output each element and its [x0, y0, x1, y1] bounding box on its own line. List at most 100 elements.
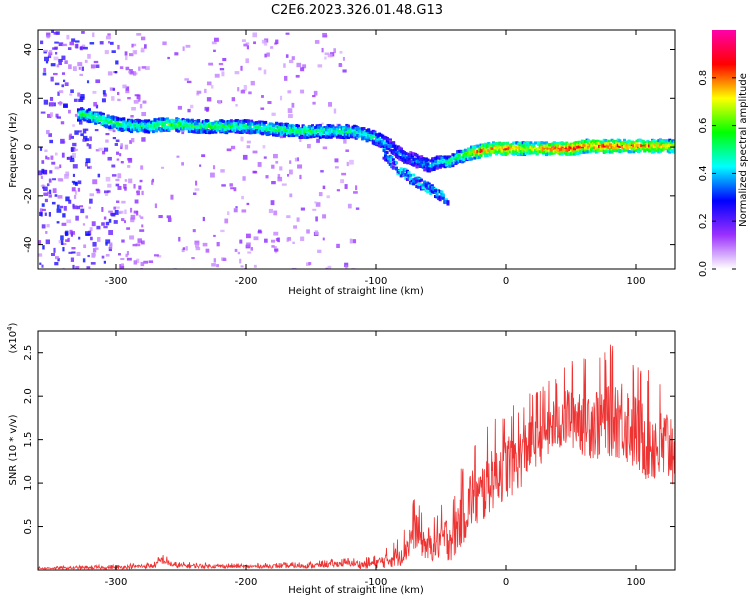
noise-pixel [126, 257, 132, 261]
ridge-pixel [390, 144, 394, 148]
ridge-pixel [203, 130, 207, 134]
noise-pixel [54, 82, 60, 86]
ridge-pixel [162, 125, 166, 129]
noise-pixel [69, 133, 73, 137]
ridge-pixel [488, 143, 492, 147]
branch-pixel [438, 190, 442, 194]
ridge-pixel [298, 129, 302, 133]
ridge-pixel [396, 151, 400, 155]
ridge-pixel [130, 130, 134, 134]
noise-pixel [88, 144, 92, 149]
noise-pixel [59, 100, 62, 106]
ridge-pixel [585, 150, 589, 154]
ridge-pixel [201, 130, 205, 134]
ridge-pixel [429, 164, 433, 168]
noise-pixel [91, 221, 96, 227]
noise-pixel [239, 239, 243, 244]
noise-pixel [77, 187, 81, 192]
ridge-pixel [479, 153, 483, 157]
noise-pixel [119, 66, 124, 70]
noise-pixel [277, 176, 283, 182]
ridge-pixel [198, 126, 202, 130]
noise-pixel [322, 237, 325, 241]
noise-pixel [137, 238, 142, 243]
noise-pixel [349, 159, 354, 165]
ridge-pixel [197, 130, 201, 134]
ridge-pixel [250, 128, 254, 132]
ridge-pixel [328, 135, 332, 139]
ridge-pixel [117, 125, 121, 129]
ridge-pixel [225, 131, 229, 135]
noise-pixel [289, 193, 293, 198]
noise-pixel [108, 230, 114, 235]
ridge-pixel [565, 141, 569, 145]
noise-pixel [110, 212, 115, 216]
ridge-pixel [660, 148, 664, 152]
ridge-pixel [245, 120, 249, 124]
ridge-pixel [393, 153, 397, 157]
ridge-pixel [195, 129, 199, 133]
ridge-pixel [456, 151, 460, 155]
branch-pixel [441, 196, 445, 200]
ridge-pixel [357, 127, 361, 131]
branch-pixel [413, 179, 417, 183]
ridge-pixel [304, 129, 308, 133]
ridge-pixel [496, 150, 500, 154]
noise-pixel [129, 140, 133, 144]
ridge-pixel [523, 144, 527, 148]
ridge-pixel [320, 128, 324, 132]
noise-pixel [54, 261, 59, 266]
ridge-pixel [298, 131, 302, 135]
noise-pixel [93, 60, 99, 64]
noise-pixel [221, 184, 226, 187]
ridge-pixel [605, 144, 609, 148]
noise-pixel [43, 49, 49, 52]
ridge-pixel [604, 138, 608, 142]
branch-pixel [393, 161, 397, 165]
noise-pixel [72, 205, 78, 210]
noise-pixel [80, 133, 84, 137]
ridge-pixel [350, 129, 353, 133]
noise-pixel [201, 154, 206, 158]
noise-pixel [58, 90, 64, 94]
ridge-pixel [629, 150, 633, 154]
ridge-pixel [106, 114, 110, 118]
ridge-pixel [559, 148, 563, 152]
ridge-pixel [111, 116, 115, 120]
ridge-pixel [401, 157, 405, 161]
ridge-pixel [343, 128, 347, 132]
ridge-pixel [588, 143, 592, 147]
ridge-pixel [328, 132, 332, 136]
noise-pixel [287, 90, 292, 94]
noise-pixel [195, 242, 200, 248]
noise-pixel [135, 210, 139, 216]
noise-pixel [181, 162, 184, 166]
ridge-pixel [381, 135, 385, 139]
ridge-pixel [630, 144, 634, 148]
ridge-pixel [178, 123, 182, 127]
noise-pixel [220, 229, 225, 233]
ridge-pixel [412, 157, 416, 161]
noise-pixel [308, 262, 312, 265]
ridge-pixel [565, 146, 569, 150]
noise-pixel [112, 129, 116, 133]
ridge-pixel [91, 119, 95, 123]
ridge-pixel [663, 141, 667, 145]
ridge-pixel [654, 141, 658, 145]
noise-pixel [105, 242, 108, 246]
ridge-pixel [139, 125, 143, 129]
noise-pixel [295, 74, 300, 78]
ridge-pixel [454, 154, 458, 158]
ridge-pixel [423, 165, 427, 169]
noise-pixel [116, 158, 120, 161]
noise-pixel [39, 146, 43, 151]
ridge-pixel [184, 119, 188, 123]
ridge-pixel [103, 121, 107, 125]
ridge-pixel [654, 143, 658, 147]
noise-pixel [53, 72, 58, 76]
ridge-pixel [87, 108, 91, 112]
noise-pixel [71, 147, 74, 152]
ridge-pixel [150, 124, 154, 128]
ridge-pixel [98, 118, 102, 122]
ridge-pixel [323, 127, 327, 131]
